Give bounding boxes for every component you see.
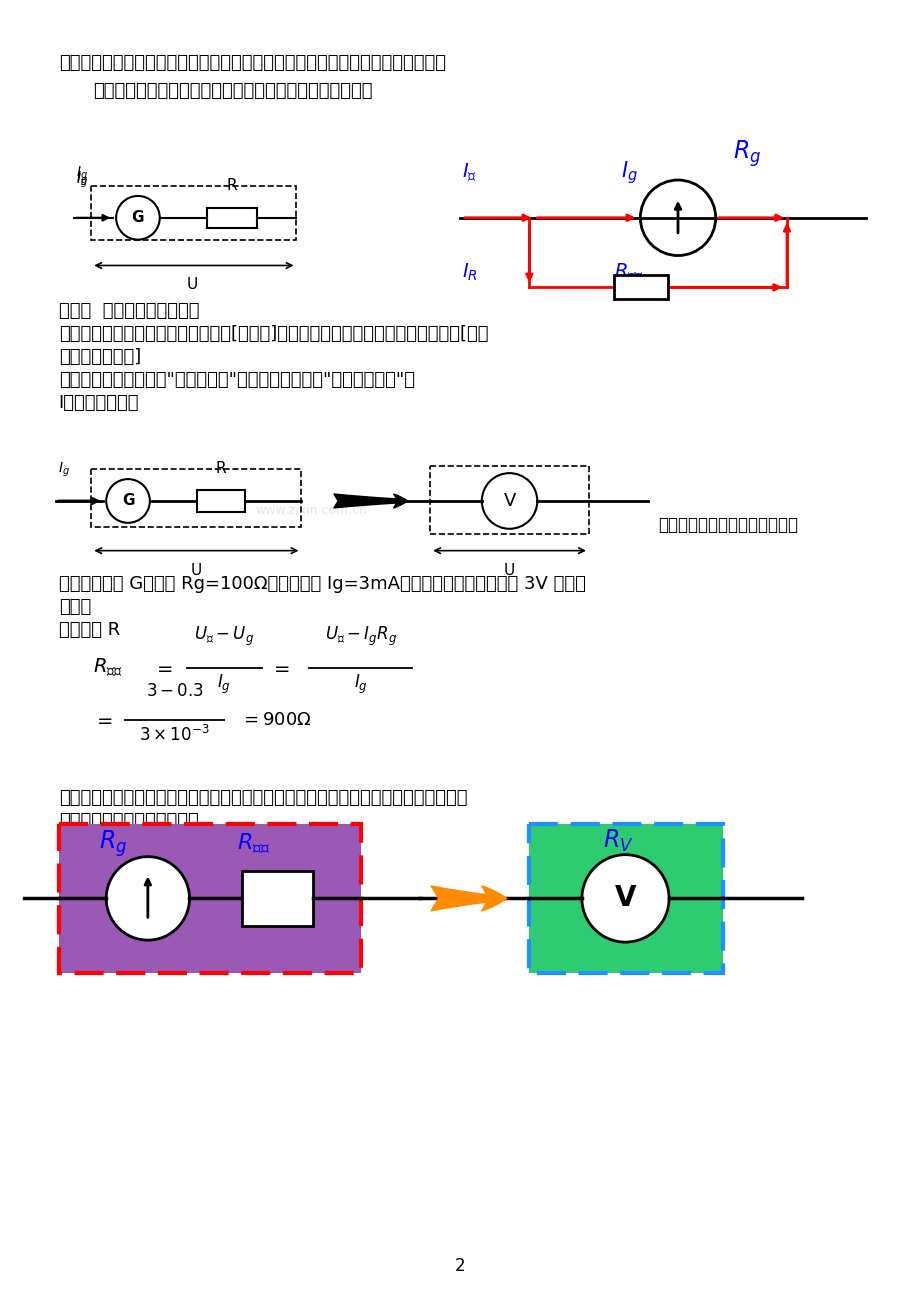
Text: $I_R$: $I_R$	[461, 261, 477, 283]
Text: U: U	[187, 277, 198, 292]
Text: R: R	[226, 178, 237, 192]
Text: $I_{量}$: $I_{量}$	[461, 162, 476, 185]
Text: 表呢？: 表呢？	[59, 598, 91, 616]
Text: U: U	[504, 563, 515, 577]
Text: 师：咱们在做的工作叫"电表的改装"，现在先具体研究"电压表的改装"。: 师：咱们在做的工作叫"电表的改装"，现在先具体研究"电压表的改装"。	[59, 370, 414, 389]
FancyBboxPatch shape	[59, 824, 360, 972]
Circle shape	[106, 857, 189, 940]
Text: $R_{分流}$: $R_{分流}$	[613, 261, 642, 283]
Text: 新的电压表量程：（量程扩大）: 新的电压表量程：（量程扩大）	[657, 516, 798, 534]
Bar	[242, 871, 313, 926]
Text: 串联一个 R: 串联一个 R	[59, 621, 119, 640]
Text: G: G	[121, 494, 134, 508]
Text: $= 900\Omega$: $= 900\Omega$	[240, 711, 312, 728]
Text: V: V	[503, 491, 516, 510]
Text: V: V	[614, 884, 636, 913]
Text: $R_V$: $R_V$	[603, 828, 633, 854]
Text: 【追问】把表头和串联的分压电阻封装起来，加上刻度盘就成了崭新的电压表了。这个: 【追问】把表头和串联的分压电阻封装起来，加上刻度盘就成了崭新的电压表了。这个	[59, 789, 467, 807]
Text: $U_{量}-U_g$: $U_{量}-U_g$	[194, 625, 254, 647]
Bar	[613, 276, 667, 299]
Text: $=$: $=$	[93, 710, 113, 729]
Text: www.zixin.com.cn: www.zixin.com.cn	[255, 504, 367, 517]
Text: $=$: $=$	[269, 658, 289, 677]
Text: 【问题】如何用小量程的电表（电压或电流）测量大电压或电流？画出电路图来。: 【问题】如何用小量程的电表（电压或电流）测量大电压或电流？画出电路图来。	[59, 53, 445, 72]
Text: $U_{量}-I_gR_g$: $U_{量}-I_gR_g$	[324, 625, 397, 647]
Text: 电压表：串联一个电阻分压；电流表：并联一个电阻分流。: 电压表：串联一个电阻分压；电流表：并联一个电阻分流。	[93, 82, 372, 100]
Text: $3-0.3$: $3-0.3$	[145, 681, 203, 699]
Text: $R_g$: $R_g$	[99, 828, 127, 859]
Text: $I_g$: $I_g$	[354, 673, 368, 696]
Text: 例：一电流表 G，内阻 Rg=100Ω，满偏电流 Ig=3mA，如何把它改装成量程为 3V 的电压: 例：一电流表 G，内阻 Rg=100Ω，满偏电流 Ig=3mA，如何把它改装成量…	[59, 576, 584, 594]
Text: （四）  相互讨论，新课教学: （四） 相互讨论，新课教学	[59, 302, 199, 320]
Text: $3\times10^{-3}$: $3\times10^{-3}$	[139, 724, 210, 745]
Text: $R_{分压}$: $R_{分压}$	[237, 832, 270, 857]
Text: R: R	[216, 462, 226, 476]
Text: $=$: $=$	[153, 658, 173, 677]
Text: $I_g$: $I_g$	[58, 460, 70, 480]
Text: $I_g$: $I_g$	[619, 160, 637, 186]
Text: $R_g$: $R_g$	[732, 138, 760, 169]
Text: $R_{分压}$: $R_{分压}$	[93, 656, 123, 679]
Circle shape	[581, 854, 668, 942]
Bar	[207, 208, 256, 227]
FancyBboxPatch shape	[528, 824, 721, 972]
Text: $I_g$: $I_g$	[217, 673, 231, 696]
Text: U: U	[190, 563, 202, 577]
Text: 崭新电压表的内阻是多少呢？: 崭新电压表的内阻是多少呢？	[59, 812, 199, 829]
Text: $I_g$: $I_g$	[75, 172, 87, 190]
Text: 2: 2	[454, 1257, 465, 1275]
Bar	[198, 490, 244, 512]
Text: $I_g$: $I_g$	[75, 170, 87, 188]
Text: 利用实物投影展示同学们的实验方案[电路图]，归纳总结：同学们用的是什么原理？[串联: 利用实物投影展示同学们的实验方案[电路图]，归纳总结：同学们用的是什么原理？[串…	[59, 325, 488, 343]
Text: I：电压表的改装: I：电压表的改装	[59, 394, 139, 412]
Text: $I_g$: $I_g$	[75, 165, 87, 183]
Text: G: G	[131, 211, 144, 225]
Text: 分压，并联分流]: 分压，并联分流]	[59, 348, 141, 365]
